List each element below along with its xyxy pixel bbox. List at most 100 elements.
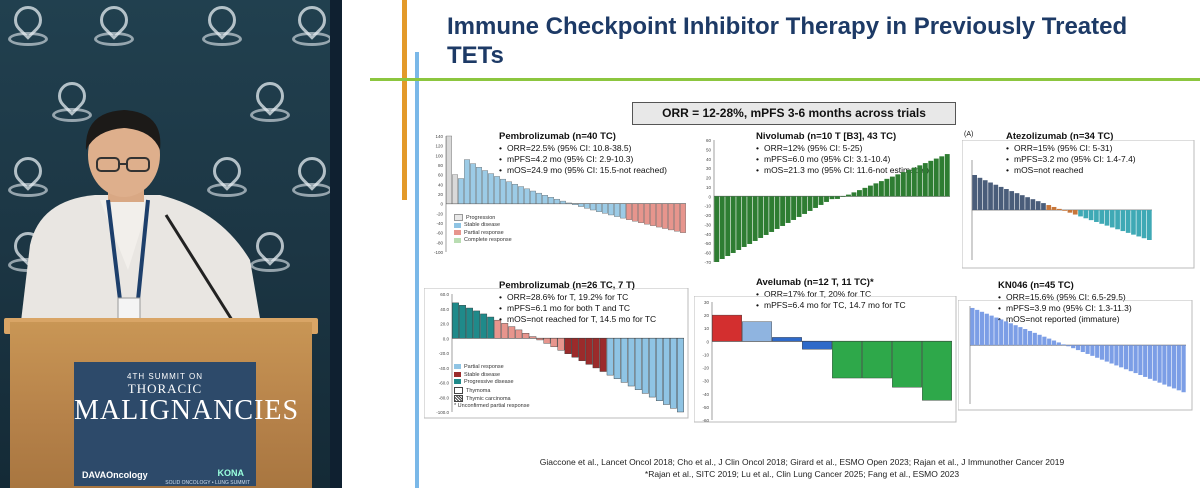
bar [911, 167, 917, 197]
bar [933, 158, 939, 197]
bar [634, 338, 642, 390]
waterfall-chart: 60.0 40.0 20.0 0.0 -20.0 -40.0 -60.0 -80.0 -100.… [424, 288, 689, 419]
bullet-item: mOS=21.3 mo (95% CI: 11.6-not estimable) [756, 165, 929, 176]
bar [536, 192, 542, 204]
bar [1095, 345, 1100, 358]
bar [536, 338, 544, 341]
panel-bullets: ORR=15.6% (95% CI: 6.5-29.5) mPFS=3.9 mo… [998, 292, 1132, 325]
bar [1128, 345, 1133, 372]
green-accent-bar [370, 78, 1200, 81]
bar [1167, 345, 1172, 387]
y-tick-label: 40 [706, 157, 712, 162]
bar [530, 190, 536, 204]
bar [1018, 327, 1023, 346]
y-tick-label: 80 [438, 163, 444, 168]
bar [758, 196, 764, 238]
reference-line: *Rajan et al., SITC 2019; Lu et al., Cli… [644, 469, 960, 479]
y-tick-label: 0.0 [443, 336, 450, 341]
sign-edition: 4TH SUMMIT ON [127, 372, 203, 381]
legend-item: Thymic carcinoma [454, 394, 530, 403]
panel-title: Atezolizumab (n=34 TC) [1006, 131, 1114, 142]
bar [1085, 345, 1090, 354]
bar [984, 313, 989, 346]
bar [494, 176, 500, 204]
chart-legend: Partial response Stable disease Progress… [454, 364, 530, 411]
reference-line: Giaccone et al., Lancet Oncol 2018; Cho … [539, 457, 1065, 467]
bar [785, 196, 791, 223]
bar [979, 311, 985, 346]
summit-pin-logo-icon [248, 76, 290, 122]
panel-title: Nivolumab (n=10 T [B3], 43 TC) [756, 131, 897, 142]
bar [846, 194, 851, 197]
bar [662, 203, 668, 229]
bullet-item: ORR=15.6% (95% CI: 6.5-29.5) [998, 292, 1132, 303]
y-tick-label: 0 [706, 339, 709, 344]
bar [1080, 345, 1085, 353]
blue-accent-bar [415, 52, 419, 488]
y-tick-label: 10 [704, 326, 710, 331]
y-tick-label: -10 [702, 352, 709, 357]
bar [917, 165, 923, 197]
bar [928, 160, 934, 197]
panel-bullets: ORR=12% (95% CI: 5-25) mPFS=6.0 mo (95% … [756, 143, 929, 176]
bar [1023, 329, 1028, 346]
bar [1125, 210, 1131, 233]
summit-pin-logo-icon [290, 0, 330, 46]
bar [922, 341, 952, 401]
panel-bullets: ORR=17% for T, 20% for TC mPFS=6.4 mo fo… [756, 289, 906, 311]
y-tick-label: -20.0 [439, 351, 450, 356]
bar [590, 203, 596, 211]
bar [508, 326, 516, 339]
bar [791, 196, 797, 220]
summit-pin-logo-icon [92, 0, 134, 46]
kona-logo: KONA [217, 468, 245, 478]
bar [596, 203, 602, 212]
bar [470, 163, 476, 204]
bar [488, 173, 494, 204]
legend-item: Partial response [454, 364, 530, 372]
bar [641, 338, 649, 394]
summit-pin-logo-icon [6, 151, 48, 197]
bar [1088, 210, 1094, 221]
bullet-item: mPFS=6.4 mo for TC, 14.7 mo for TC [756, 300, 906, 311]
bar [602, 203, 608, 214]
bar [464, 159, 470, 204]
y-tick-label: -40 [702, 392, 709, 397]
y-tick-label: -20 [436, 211, 443, 216]
bar [584, 203, 590, 209]
bar [1046, 205, 1052, 210]
y-tick-label: 20 [438, 192, 444, 197]
bar [796, 196, 802, 217]
bar [742, 321, 772, 342]
bar [1099, 345, 1105, 360]
bar [975, 309, 980, 346]
bar [982, 180, 988, 210]
bar [772, 337, 802, 342]
bar [1035, 201, 1041, 210]
waterfall-chart: 30 20 10 0 -10 -20 -30 -40 -50 -60 [694, 296, 957, 423]
bar [840, 196, 846, 197]
bar [578, 338, 586, 362]
kona-logo-subtitle: SOLID ONCOLOGY • LUNG SUMMIT [165, 480, 250, 486]
bar [482, 170, 488, 204]
bar [1136, 210, 1142, 237]
bar [1147, 210, 1152, 240]
presentation-slide: Immune Checkpoint Inhibitor Therapy in P… [342, 0, 1200, 488]
bar [663, 338, 670, 405]
bar [606, 338, 614, 376]
bar [1078, 210, 1083, 217]
y-tick-label: -60 [704, 251, 711, 256]
bar [1008, 323, 1013, 346]
legend-item: Complete response [454, 237, 512, 245]
bar [500, 178, 506, 204]
legend-item: Partial response [454, 230, 512, 238]
bar [878, 181, 884, 197]
summit-pin-logo-icon [290, 151, 330, 197]
bar [769, 196, 775, 232]
bar [851, 192, 857, 197]
bar [873, 183, 879, 197]
bar [1114, 345, 1119, 366]
y-tick-label: -60 [702, 418, 709, 423]
bar [1014, 193, 1020, 210]
y-tick-label: 140 [435, 134, 443, 139]
